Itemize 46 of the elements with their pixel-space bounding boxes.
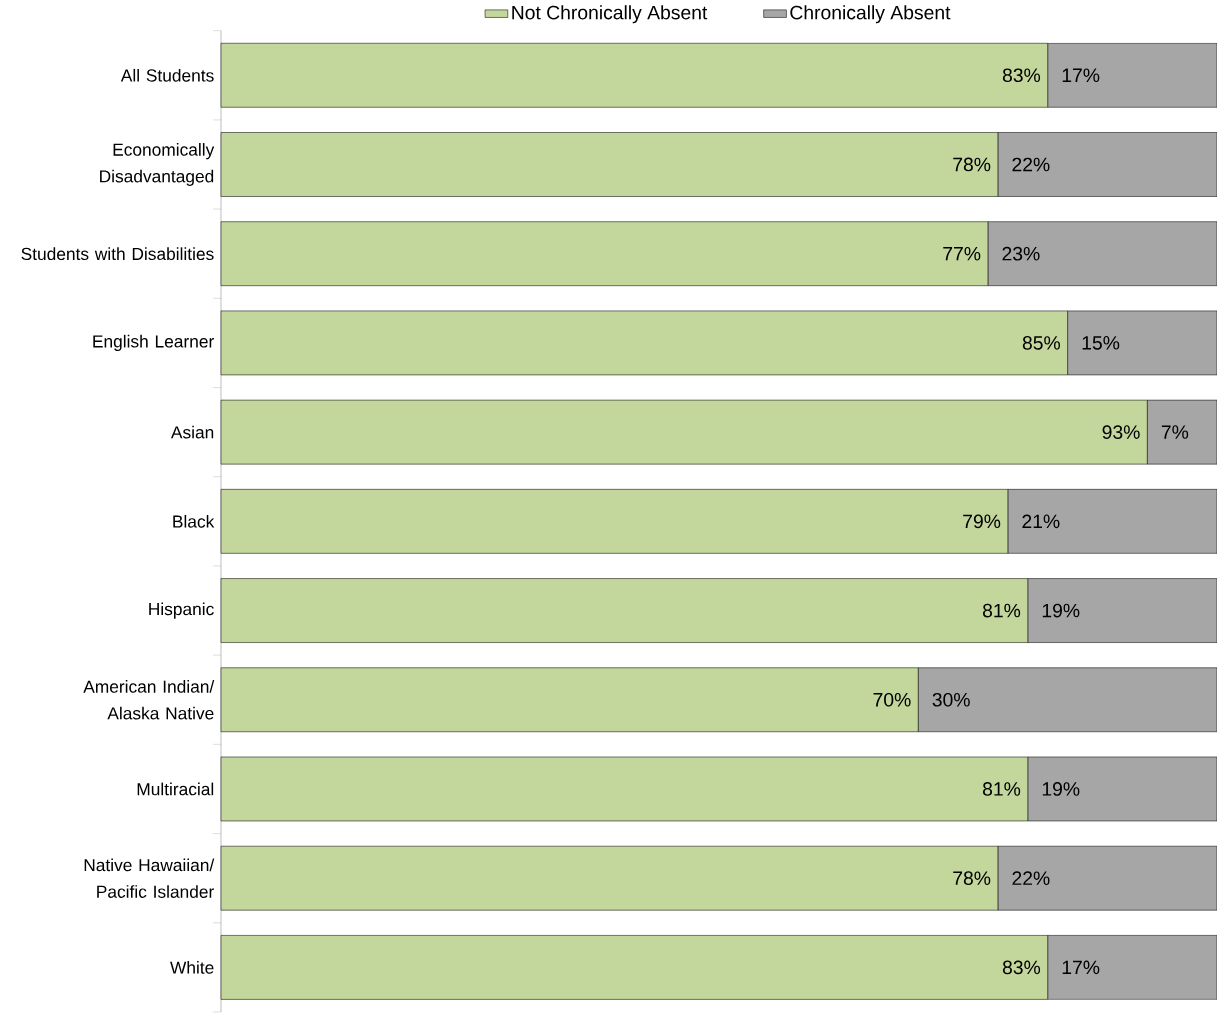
data-label: 19% — [1042, 603, 1080, 618]
bar — [917, 667, 1217, 733]
data-label: 30% — [932, 692, 970, 707]
data-label: 85% — [1022, 336, 1060, 350]
y-tick-label: Hispanic — [149, 602, 214, 619]
y-tick-label: All Students — [120, 68, 214, 82]
data-label: 22% — [1012, 871, 1050, 885]
y-tick-label: Asian — [170, 425, 214, 439]
bar — [1047, 43, 1217, 108]
data-label: 17% — [1062, 960, 1100, 975]
y-tick-label: English Learner — [93, 334, 214, 351]
y-tick-label: Black — [173, 514, 215, 528]
bar — [1047, 935, 1217, 1000]
legend-label: Not Chronically Absent — [512, 5, 708, 24]
data-label: 23% — [1002, 246, 1040, 261]
data-label: 15% — [1082, 336, 1120, 350]
bar — [1007, 489, 1217, 554]
data-label: 81% — [982, 782, 1021, 796]
data-label: 79% — [963, 514, 1001, 529]
legend-label: Chronically Absent — [790, 5, 951, 24]
y-tick-label: White — [170, 961, 214, 974]
y-tick-label: Multiracial — [137, 782, 214, 796]
data-label: 17% — [1062, 68, 1100, 83]
bar — [987, 221, 1217, 286]
y-tick-label: American Indian/ Alaska Native — [83, 680, 215, 720]
data-label: 81% — [982, 603, 1021, 618]
y-tick-label: Native Hawaiian/ Pacific Islander — [84, 858, 215, 898]
data-label: 83% — [1002, 960, 1041, 975]
data-label: 21% — [1022, 514, 1060, 529]
data-label: 70% — [873, 692, 911, 707]
bar — [1027, 578, 1217, 643]
data-label: 22% — [1012, 157, 1050, 172]
data-label: 78% — [953, 871, 991, 886]
data-label: 78% — [953, 157, 991, 172]
bar — [997, 132, 1217, 197]
bar — [1147, 399, 1217, 465]
bar — [1027, 756, 1217, 822]
data-label: 93% — [1102, 425, 1140, 439]
data-label: 19% — [1042, 782, 1080, 796]
data-label: 77% — [943, 246, 981, 261]
bar — [1067, 310, 1217, 376]
bar — [997, 845, 1217, 911]
y-tick-label: Students with Disabilities — [21, 247, 214, 261]
data-label: 7% — [1161, 425, 1189, 439]
data-label: 83% — [1002, 68, 1041, 83]
y-tick-label: Economically Disadvantaged — [100, 143, 215, 186]
